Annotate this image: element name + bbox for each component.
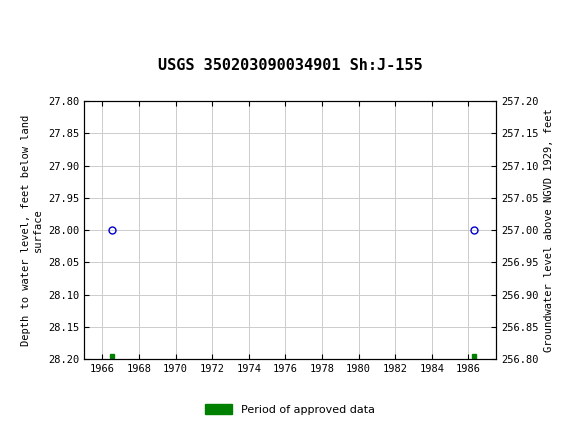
Text: USGS 350203090034901 Sh:J-155: USGS 350203090034901 Sh:J-155	[158, 58, 422, 73]
Y-axis label: Groundwater level above NGVD 1929, feet: Groundwater level above NGVD 1929, feet	[544, 108, 554, 352]
Text: ≈USGS: ≈USGS	[9, 11, 79, 29]
Y-axis label: Depth to water level, feet below land
surface: Depth to water level, feet below land su…	[21, 114, 42, 346]
Legend: Period of approved data: Period of approved data	[200, 400, 380, 419]
